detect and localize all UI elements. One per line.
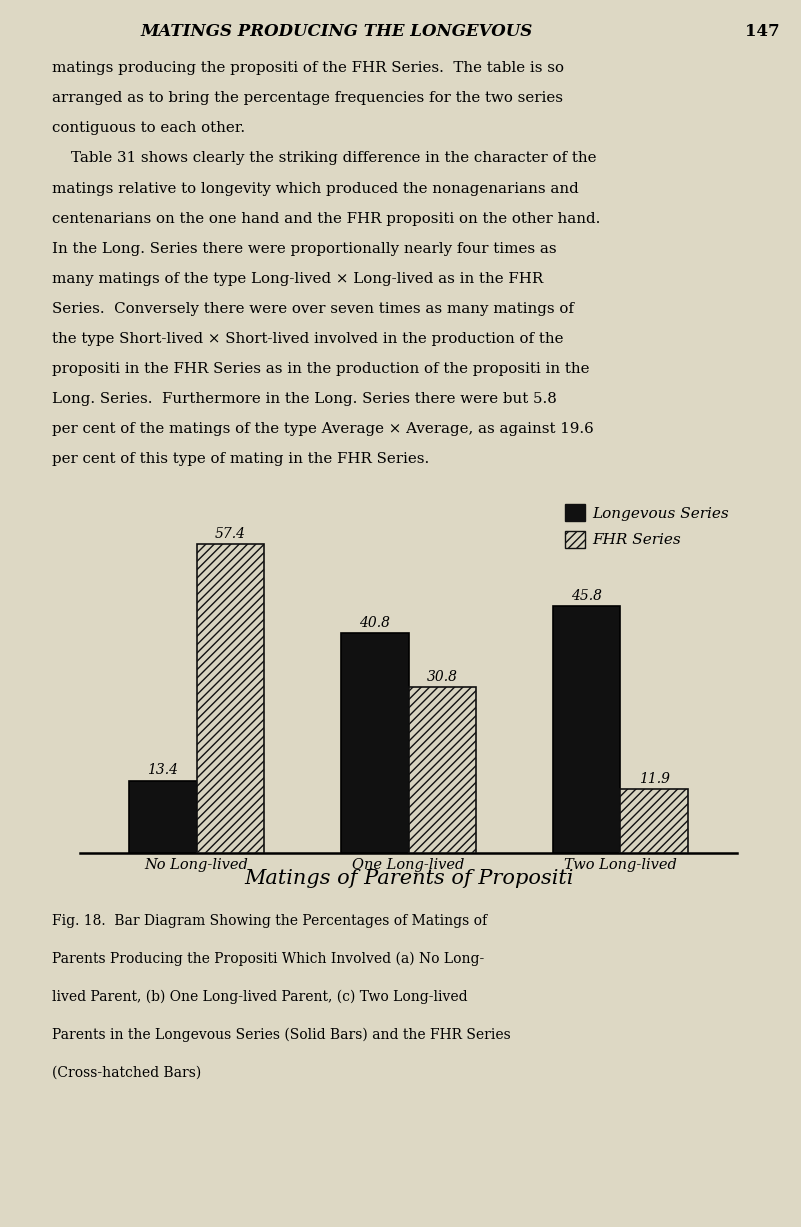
Text: 147: 147: [745, 23, 779, 40]
Text: 11.9: 11.9: [638, 772, 670, 785]
Bar: [340, 633, 409, 853]
Text: MATINGS PRODUCING THE LONGEVOUS: MATINGS PRODUCING THE LONGEVOUS: [140, 23, 533, 40]
Text: arranged as to bring the percentage frequencies for the two series: arranged as to bring the percentage freq…: [52, 91, 563, 106]
Text: per cent of this type of mating in the FHR Series.: per cent of this type of mating in the F…: [52, 452, 429, 466]
Bar: [553, 606, 621, 853]
Text: 13.4: 13.4: [147, 763, 179, 778]
Text: Parents in the Longevous Series (Solid Bars) and the FHR Series: Parents in the Longevous Series (Solid B…: [52, 1028, 511, 1042]
Text: Long. Series.  Furthermore in the Long. Series there were but 5.8: Long. Series. Furthermore in the Long. S…: [52, 391, 557, 406]
Text: In the Long. Series there were proportionally nearly four times as: In the Long. Series there were proportio…: [52, 242, 557, 255]
Bar: [129, 780, 196, 853]
Bar: [621, 789, 688, 853]
Bar: [196, 544, 264, 853]
Text: propositi in the FHR Series as in the production of the propositi in the: propositi in the FHR Series as in the pr…: [52, 362, 590, 375]
Text: 40.8: 40.8: [359, 616, 390, 629]
Text: centenarians on the one hand and the FHR propositi on the other hand.: centenarians on the one hand and the FHR…: [52, 211, 601, 226]
Text: lived Parent, (b) One Long-lived Parent, (c) Two Long-lived: lived Parent, (b) One Long-lived Parent,…: [52, 990, 468, 1004]
Text: many matings of the type Long-lived × Long-lived as in the FHR: many matings of the type Long-lived × Lo…: [52, 271, 543, 286]
Text: Matings of Parents of Propositi: Matings of Parents of Propositi: [244, 869, 574, 888]
Text: Parents Producing the Propositi Which Involved (a) No Long-: Parents Producing the Propositi Which In…: [52, 952, 485, 967]
Text: matings relative to longevity which produced the nonagenarians and: matings relative to longevity which prod…: [52, 182, 579, 195]
Text: per cent of the matings of the type Average × Average, as against 19.6: per cent of the matings of the type Aver…: [52, 422, 594, 436]
Text: (Cross-hatched Bars): (Cross-hatched Bars): [52, 1065, 201, 1080]
Text: Table 31 shows clearly the striking difference in the character of the: Table 31 shows clearly the striking diff…: [52, 151, 597, 166]
Text: the type Short-lived × Short-lived involved in the production of the: the type Short-lived × Short-lived invol…: [52, 331, 564, 346]
Text: 45.8: 45.8: [571, 589, 602, 604]
Bar: [409, 687, 477, 853]
Text: Series.  Conversely there were over seven times as many matings of: Series. Conversely there were over seven…: [52, 302, 574, 315]
Text: Fig. 18.  Bar Diagram Showing the Percentages of Matings of: Fig. 18. Bar Diagram Showing the Percent…: [52, 914, 487, 928]
Text: contiguous to each other.: contiguous to each other.: [52, 121, 245, 135]
Text: 30.8: 30.8: [427, 670, 458, 683]
Legend: Longevous Series, FHR Series: Longevous Series, FHR Series: [565, 504, 729, 548]
Text: matings producing the propositi of the FHR Series.  The table is so: matings producing the propositi of the F…: [52, 61, 564, 75]
Text: 57.4: 57.4: [215, 526, 246, 541]
